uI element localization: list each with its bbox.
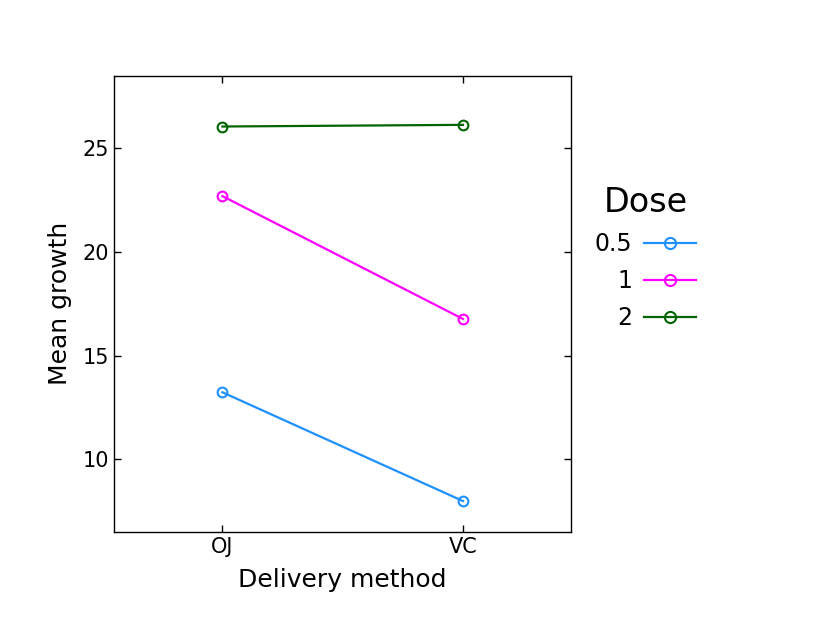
X-axis label: Delivery method: Delivery method (238, 568, 447, 592)
Legend: 0.5, 1, 2: 0.5, 1, 2 (588, 179, 703, 337)
Y-axis label: Mean growth: Mean growth (48, 222, 72, 385)
